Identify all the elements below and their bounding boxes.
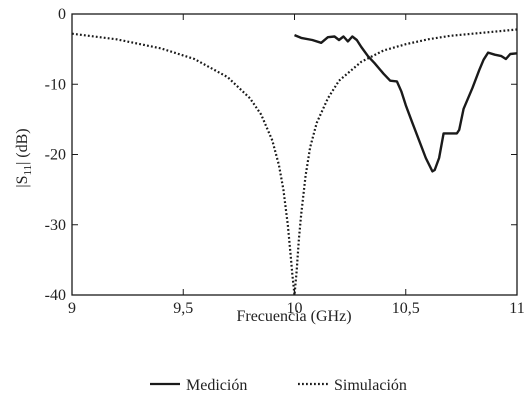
x-tick-label: 10 — [287, 300, 303, 317]
legend-label-simulacion: Simulación — [334, 377, 407, 394]
ticks: 9 9,5 10 10,5 11 0 -10 -20 -30 -40 — [45, 6, 525, 317]
y-tick-label: -10 — [45, 76, 66, 93]
x-tick-label: 10,5 — [392, 300, 420, 317]
y-tick-label: 0 — [58, 6, 66, 23]
series-line-medicion — [294, 33, 518, 173]
legend-label-medicion: Medición — [186, 377, 247, 394]
x-tick-label: 9,5 — [173, 300, 193, 317]
y-axis-label-sub: 11 — [22, 165, 34, 176]
y-tick-label: -20 — [45, 147, 66, 164]
x-tick-label: 11 — [509, 300, 524, 317]
y-tick-label: -40 — [45, 287, 66, 304]
plot-frame — [71, 13, 518, 296]
series-line-simulacion — [71, 28, 518, 297]
y-axis-label-tail: | (dB) — [14, 128, 31, 165]
y-axis-label-main: |S — [14, 176, 31, 188]
x-axis-label: Frecuencia (GHz) — [236, 308, 351, 325]
legend: Medición Simulación — [150, 377, 407, 394]
axes — [71, 13, 518, 296]
y-axis-label: |S11| (dB) — [14, 128, 34, 187]
series-lines — [71, 28, 518, 297]
y-tick-label: -30 — [45, 217, 66, 234]
x-tick-label: 9 — [68, 300, 76, 317]
